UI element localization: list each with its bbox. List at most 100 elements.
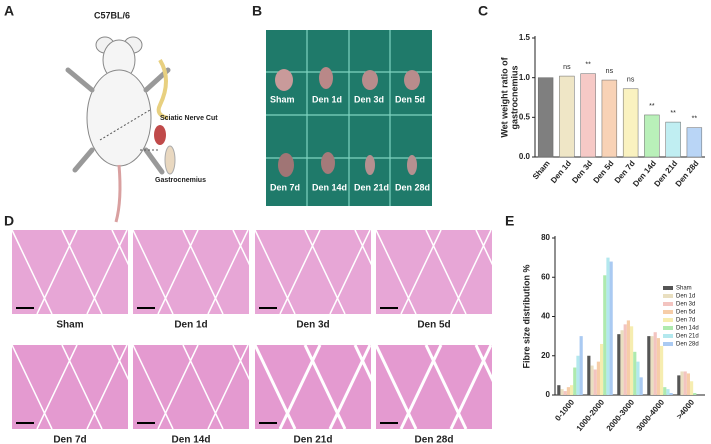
- histology-label: Den 1d: [174, 320, 207, 331]
- tissue-gap: [329, 229, 371, 315]
- significance: ns: [627, 77, 635, 84]
- tissue-gap: [278, 344, 322, 430]
- histology-image: [133, 230, 249, 314]
- tissue-gap: [61, 229, 103, 315]
- y-tick-label: 0.0: [519, 152, 531, 161]
- bar: [636, 361, 640, 395]
- legend-label: Den 3d: [676, 302, 695, 308]
- panel-letter: D: [4, 213, 14, 229]
- significance: **: [670, 110, 676, 117]
- bar: [622, 88, 639, 158]
- y-axis-label: Wet weight ratio of: [499, 56, 509, 137]
- bar: [620, 330, 624, 395]
- histology-image: [133, 345, 249, 429]
- x-tick-label: Den 3d: [570, 159, 594, 185]
- legend-swatch: [663, 318, 673, 322]
- x-tick-label: 1000-2000: [575, 397, 607, 433]
- panel-letter: B: [252, 3, 262, 19]
- bar: [557, 385, 561, 395]
- histology-image: [255, 230, 371, 314]
- tissue-gap: [11, 344, 53, 430]
- photo-label: Den 21d: [354, 182, 389, 192]
- x-tick-label: Den 1d: [549, 159, 573, 185]
- x-tick-label: Den 5d: [591, 159, 615, 185]
- bar: [617, 334, 621, 395]
- bar: [686, 373, 690, 395]
- y-tick-label: 20: [541, 351, 550, 360]
- x-tick-label: Den 28d: [674, 159, 701, 189]
- tissue-gap: [374, 344, 418, 430]
- tissue-gap: [182, 344, 224, 430]
- nerve-label: Sciatic Nerve Cut: [160, 115, 218, 122]
- bar: [669, 393, 673, 395]
- bar: [576, 355, 580, 395]
- tissue-gap: [400, 229, 442, 315]
- bar: [590, 365, 594, 395]
- bar: [580, 73, 596, 158]
- legend-swatch: [663, 334, 673, 338]
- legend-swatch: [663, 310, 673, 314]
- bar: [626, 320, 630, 395]
- legend-swatch: [663, 326, 673, 330]
- photo: [266, 30, 432, 206]
- significance: **: [692, 115, 698, 122]
- histology-label: Den 5d: [417, 320, 450, 331]
- tissue-gap: [475, 229, 517, 315]
- photo-label: Den 5d: [395, 94, 425, 104]
- bar: [677, 375, 681, 395]
- bar: [633, 351, 637, 395]
- histology-label: Den 14d: [172, 435, 211, 444]
- tissue-gap: [474, 344, 518, 430]
- tissue-gap: [375, 229, 417, 315]
- y-axis-label: gastrocnemius: [509, 65, 519, 129]
- legend-label: Sham: [676, 286, 692, 292]
- tissue-gap: [157, 344, 199, 430]
- photo-label: Den 14d: [312, 182, 347, 192]
- tissue-gap: [328, 344, 372, 430]
- x-tick-label: >4000: [675, 397, 697, 420]
- bar: [601, 79, 618, 158]
- y-axis-label: Fibre size distribution %: [521, 264, 531, 368]
- mouse-schematic: C57BL/6 Sciatic Nerve Cut Gastrocnemius: [65, 10, 218, 223]
- photo-label: Den 7d: [270, 182, 300, 192]
- bar: [665, 121, 681, 158]
- panel-letter: C: [478, 3, 488, 19]
- photo-label: Den 28d: [395, 182, 430, 192]
- significance: ns: [606, 68, 614, 75]
- photo-label: Sham: [270, 94, 295, 104]
- legend-label: Den 28d: [676, 342, 699, 348]
- bar: [644, 114, 660, 158]
- x-tick-label: 3000-4000: [635, 397, 667, 433]
- histology-image: [12, 345, 128, 429]
- tissue-gap: [253, 344, 297, 430]
- tissue-gap: [182, 229, 224, 315]
- bar: [693, 393, 697, 395]
- bar: [570, 385, 574, 395]
- bar: [609, 261, 613, 395]
- bar: [656, 338, 660, 395]
- bar: [600, 343, 604, 395]
- histology-image: [376, 230, 492, 314]
- histology-label: Den 28d: [415, 435, 454, 444]
- histology-label: Den 7d: [53, 435, 86, 444]
- bar: [623, 324, 627, 395]
- bar: [537, 77, 554, 158]
- bar: [653, 332, 657, 395]
- tissue-gap: [254, 229, 296, 315]
- bar: [596, 361, 600, 395]
- histology-label: Sham: [56, 320, 83, 331]
- legend-label: Den 1d: [676, 294, 695, 300]
- legend-label: Den 5d: [676, 310, 695, 316]
- bar: [559, 75, 575, 158]
- strain-label: C57BL/6: [94, 10, 130, 20]
- significance: ns: [563, 64, 571, 71]
- bar: [650, 336, 654, 395]
- bar: [573, 367, 577, 395]
- tissue-gap: [303, 344, 347, 430]
- muscle-label: Gastrocnemius: [155, 177, 206, 184]
- bar: [630, 326, 634, 395]
- y-tick-label: 0.5: [519, 112, 531, 121]
- tissue-gap: [279, 229, 321, 315]
- legend-swatch: [663, 294, 673, 298]
- x-tick-label: 0-1000: [553, 397, 576, 422]
